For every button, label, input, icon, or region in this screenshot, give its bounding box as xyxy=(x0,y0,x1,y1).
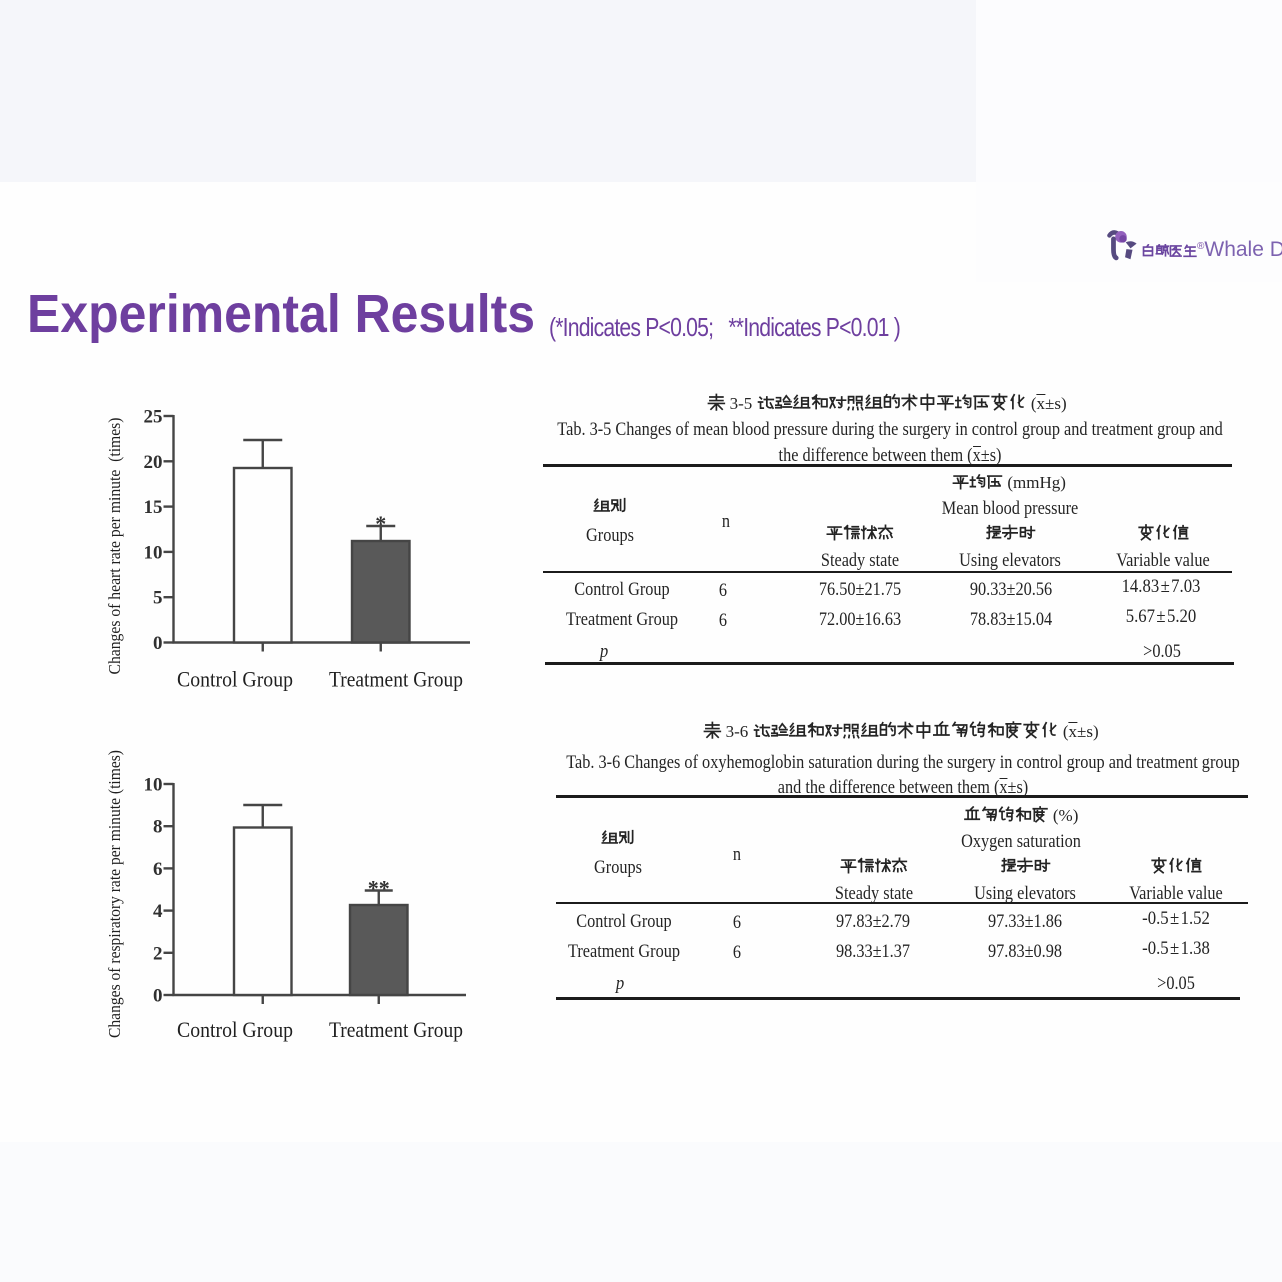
svg-text:**: ** xyxy=(368,876,390,901)
svg-text:10: 10 xyxy=(144,542,163,563)
svg-text:25: 25 xyxy=(144,407,163,428)
svg-text:6: 6 xyxy=(153,859,163,880)
svg-text:*: * xyxy=(375,511,386,536)
svg-text:Treatment Group: Treatment Group xyxy=(329,1017,463,1042)
svg-text:5: 5 xyxy=(153,588,163,609)
svg-text:8: 8 xyxy=(153,817,163,838)
svg-text:10: 10 xyxy=(144,775,163,796)
svg-text:0: 0 xyxy=(153,986,163,1007)
svg-text:Treatment Group: Treatment Group xyxy=(329,667,463,692)
svg-text:2: 2 xyxy=(153,943,163,964)
svg-text:15: 15 xyxy=(144,497,163,518)
svg-text:Changes of heart rate per minu: Changes of heart rate per minute (times) xyxy=(105,418,124,675)
svg-text:Control Group: Control Group xyxy=(177,667,293,692)
svg-text:Control Group: Control Group xyxy=(177,1017,293,1042)
svg-text:Changes of respiratory rate pe: Changes of respiratory rate per minute (… xyxy=(105,750,124,1038)
svg-text:20: 20 xyxy=(144,452,163,473)
svg-text:4: 4 xyxy=(153,901,163,922)
svg-text:0: 0 xyxy=(153,633,163,654)
